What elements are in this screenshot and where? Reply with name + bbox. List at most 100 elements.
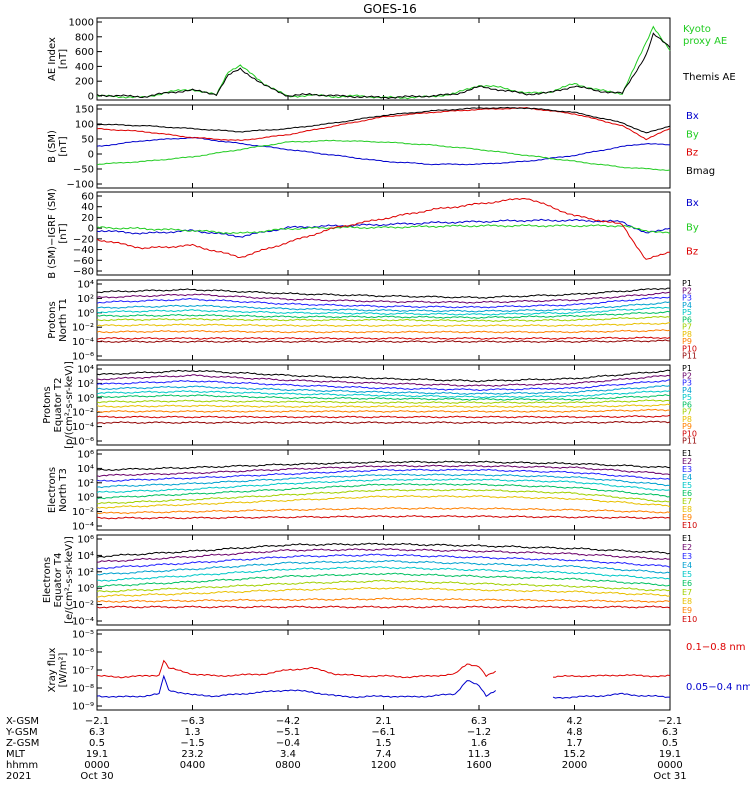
series-p2 <box>96 374 671 387</box>
legend-channel: E7 <box>682 588 692 597</box>
plot-title: GOES-16 <box>363 2 417 16</box>
y-axis-label-line: [e/(cm²-s-sr-keV)] <box>64 536 75 624</box>
series-group <box>96 25 671 100</box>
legend-channel: E3 <box>682 465 692 474</box>
y-axis-label-line: B (SM)−IGRF (SM) <box>47 188 58 279</box>
y-tick-label: 150 <box>75 105 94 116</box>
series-e5 <box>96 566 671 582</box>
series-e1 <box>96 460 671 471</box>
legend-channel: P8 <box>682 330 692 339</box>
legend-entry: proxy AE <box>683 36 727 47</box>
series-group <box>96 197 671 260</box>
panel-frame <box>96 449 671 531</box>
footer-cell: 1.5 <box>376 738 392 749</box>
series-p2 <box>96 291 671 304</box>
footer-cell: 4.2 <box>567 716 583 727</box>
series-e10 <box>96 605 671 609</box>
legend-channel: E4 <box>682 561 692 570</box>
series-group <box>96 369 671 425</box>
series-e2 <box>96 547 671 563</box>
panel-frame <box>96 191 671 276</box>
footer-cell: −1.2 <box>467 727 491 738</box>
y-axis-label: B (SM)−IGRF (SM)[nT] <box>47 188 69 279</box>
series-e4 <box>96 559 671 576</box>
series-e3 <box>96 553 671 570</box>
series-e3 <box>96 468 671 482</box>
legend-channel: E1 <box>682 534 692 543</box>
y-tick-label: 10⁻⁴ <box>72 522 94 533</box>
series-p11 <box>96 420 671 425</box>
y-tick-label: 50 <box>81 135 94 146</box>
series-p6 <box>96 394 671 401</box>
footer-cell: 2000 <box>562 760 587 771</box>
y-tick-label: 10⁻⁹ <box>72 702 94 713</box>
series-bz <box>96 197 671 260</box>
legend-channel: E10 <box>682 615 697 624</box>
legend-channel: P1 <box>682 364 692 373</box>
legend-channel: P4 <box>682 301 692 310</box>
legend-entry: Bz <box>686 247 698 258</box>
legend-channel: P2 <box>682 371 692 380</box>
legend-channel: P9 <box>682 422 692 431</box>
y-axis-label: B (SM)[nT] <box>47 130 69 163</box>
y-axis-label-line: North T3 <box>58 468 69 512</box>
legend-channel: P5 <box>682 393 692 402</box>
legend-entry: Kyoto <box>683 24 711 35</box>
footer-cell: 3.4 <box>280 749 296 760</box>
y-tick-label: 800 <box>75 32 94 43</box>
series-p7 <box>96 315 671 323</box>
footer-row-label: MLT <box>6 749 26 760</box>
y-tick-label: −100 <box>67 180 94 191</box>
y-tick-label: −60 <box>73 256 94 267</box>
footer-row-label: Z-GSM <box>6 738 39 749</box>
footer-row-label: X-GSM <box>6 716 39 727</box>
legend-entry: Themis AE <box>682 72 736 83</box>
y-tick-label: 10² <box>77 379 94 390</box>
y-tick-label: 10² <box>77 294 94 305</box>
legend-channel: E2 <box>682 543 692 552</box>
y-axis-label: ElectronsNorth T3 <box>47 467 69 513</box>
y-axis-label-line: AE Index <box>47 37 58 81</box>
panel-frame <box>96 17 671 101</box>
y-tick-label: 10⁰ <box>77 493 94 504</box>
y-tick-label: 10⁰ <box>77 584 94 595</box>
y-tick-label: 40 <box>81 202 94 213</box>
legend-channel: E6 <box>682 579 692 588</box>
orbit-footer-table: X-GSMY-GSMZ-GSMMLThhmm2021−2.16.30.519.1… <box>5 716 687 782</box>
legend-channel: P1 <box>682 279 692 288</box>
y-tick-label: 10⁰ <box>77 308 94 319</box>
y-axis-label: ProtonsNorth T1 <box>47 298 69 342</box>
footer-cell: −6.1 <box>371 727 395 738</box>
footer-cell: 6.3 <box>89 727 105 738</box>
y-tick-label: 10⁻⁴ <box>72 617 94 628</box>
series-xray-0 <box>96 659 671 679</box>
footer-cell: −4.2 <box>276 716 300 727</box>
legend-entry: Bx <box>686 198 699 209</box>
legend-channel: P8 <box>682 415 692 424</box>
y-tick-label: 10⁻⁸ <box>72 684 94 695</box>
footer-cell: 1.6 <box>471 738 487 749</box>
legend-entry: By <box>686 222 699 233</box>
series-e7 <box>96 488 671 505</box>
legend-channel: P6 <box>682 400 692 409</box>
series-e1 <box>96 542 671 558</box>
legend-channel: E2 <box>682 457 692 466</box>
panel-bsm: 150 100 50 0 −50 −100 B (SM)[nT] Bx By Bz Bmag <box>47 104 715 191</box>
footer-cell: −5.1 <box>276 727 300 738</box>
series-e4 <box>96 473 671 489</box>
legend-channel: E8 <box>682 505 692 514</box>
legend-entry: Bx <box>686 111 699 122</box>
y-tick-label: 10⁻⁶ <box>72 437 94 448</box>
y-tick-label: 20 <box>81 213 94 224</box>
y-tick-label: 10⁻⁷ <box>72 666 94 677</box>
footer-row-label: Y-GSM <box>5 727 38 738</box>
footer-cell: 0000 <box>84 760 109 771</box>
y-tick-label: 10² <box>77 567 94 578</box>
legend-channel: E4 <box>682 473 692 482</box>
footer-cell: 6.3 <box>662 727 678 738</box>
series-p3 <box>96 296 671 309</box>
footer-cell: 7.4 <box>376 749 392 760</box>
legend-channel: P3 <box>682 379 692 388</box>
footer-cell: Oct 30 <box>80 771 113 782</box>
legend-channel: E8 <box>682 597 692 606</box>
